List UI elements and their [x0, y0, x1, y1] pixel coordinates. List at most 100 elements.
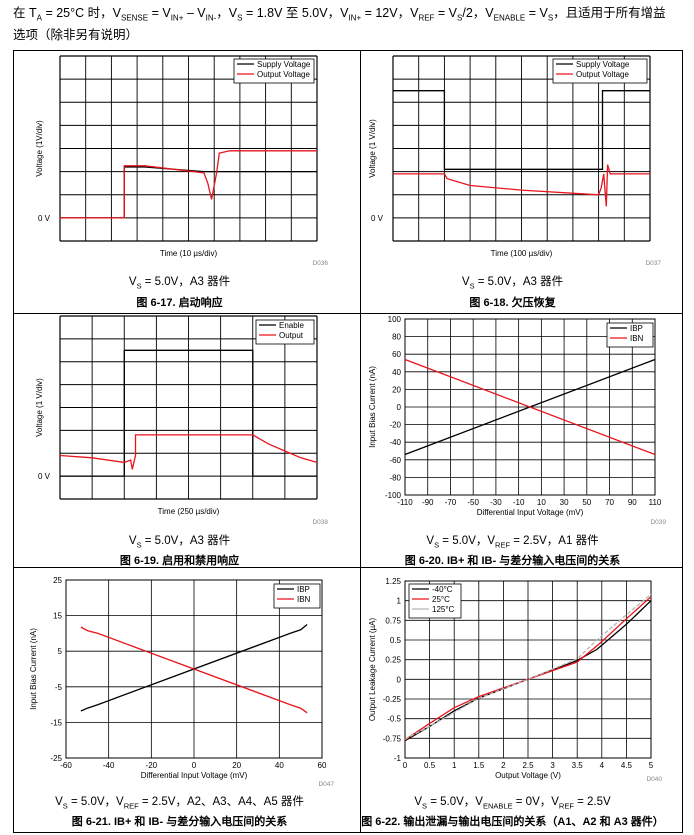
chart-5-legend-box	[273, 583, 321, 609]
chart-4-x-tick-label: 10	[537, 498, 546, 507]
condition-6-17: VS = 5.0V，A3 器件	[128, 276, 231, 291]
chart-5-x-tick-label: 20	[232, 761, 241, 770]
chart-6-x-axis-label: Output Voltage (V)	[495, 771, 561, 780]
caption-6-17: 图 6-17. 启动响应	[136, 297, 223, 309]
header-line-2: 选项（除非另有说明）	[13, 27, 139, 42]
chart-2-y-axis-label: Voltage (1 V/div)	[368, 119, 377, 178]
chart-3-series-enable	[60, 349, 317, 477]
caption-6-20: 图 6-20. IB+ 和 IB- 与差分输入电压间的关系	[404, 555, 621, 567]
chart-6-legend-label: 125°C	[432, 605, 455, 614]
chart-6-x-tick-label: 2	[501, 761, 506, 770]
caption-6-21: 图 6-21. IB+ 和 IB- 与差分输入电压间的关系	[71, 816, 288, 828]
chart-4-x-tick-label: -30	[490, 498, 502, 507]
chart-4-x-tick-label: 110	[649, 498, 662, 507]
chart-4-x-tick-label: -110	[397, 498, 413, 507]
chart-4-x-tick-label: 90	[628, 498, 637, 507]
chart-2-legend-box	[552, 58, 648, 84]
chart-6-x-tick-label: 1	[452, 761, 457, 770]
chart-5-series-ibn	[80, 626, 308, 714]
chart-6-x-tick-label: 0	[403, 761, 408, 770]
chart-5-x-tick-label: 0	[192, 761, 197, 770]
chart-4-legend-label: IBN	[630, 334, 644, 343]
chart-6-y-tick-label: 0.75	[385, 616, 401, 625]
chart-2-series-supplyvoltage	[393, 90, 650, 170]
chart-4-x-tick-label: 30	[560, 498, 569, 507]
chart-4-x-tick-label: -50	[467, 498, 479, 507]
chart-3-zero-label: 0 V	[38, 472, 51, 481]
caption-6-22: 图 6-22. 输出泄漏与输出电压间的关系（A1、A2 和 A3 器件）	[361, 816, 664, 828]
chart-6-figure-tag: D040	[646, 776, 662, 783]
page-header: 在 TA = 25°C 时，VSENSE = VIN+ – VIN-，VS = …	[13, 5, 683, 43]
chart-6-y-tick-label: -0.5	[387, 715, 401, 724]
chart-4-y-tick-label: -20	[389, 421, 401, 430]
chart-1-legend-label: Supply Voltage	[257, 60, 311, 69]
chart-6-y-tick-label: -0.75	[383, 734, 402, 743]
chart-4-figure-tag: D039	[650, 519, 666, 526]
chart-6-y-tick-label: -1	[394, 754, 402, 763]
chart-6-y-axis-label: Output Leakage Current (µA)	[368, 618, 377, 722]
chart-4-x-axis-label: Differential Input Voltage (mV)	[477, 508, 584, 517]
figure-grid	[13, 50, 683, 833]
chart-4-y-tick-label: -80	[389, 473, 401, 482]
chart-5-legend-label: IBP	[297, 585, 310, 594]
condition-6-21: VS = 5.0V，VREF = 2.5V，A2、A3、A4、A5 器件	[55, 796, 304, 811]
chart-6-legend-label: 25°C	[432, 595, 450, 604]
chart-4-y-tick-label: -40	[389, 438, 401, 447]
chart-1-x-axis-label: Time (10 µs/div)	[160, 249, 218, 258]
chart-1-legend-box	[233, 58, 315, 84]
chart-6-x-tick-label: 4.5	[621, 761, 633, 770]
chart-5-y-tick-label: -25	[50, 754, 62, 763]
condition-6-18: VS = 5.0V，A3 器件	[461, 276, 564, 291]
chart-5-x-axis-label: Differential Input Voltage (mV)	[141, 771, 248, 780]
chart-6-x-tick-label: 3.5	[572, 761, 584, 770]
chart-1-y-axis-label: Voltage (1V/div)	[35, 120, 44, 177]
chart-6-x-tick-label: 1.5	[473, 761, 485, 770]
chart-4-y-axis-label: Input Bias Current (nA)	[368, 366, 377, 448]
chart-2-legend-label: Output Voltage	[576, 70, 629, 79]
chart-6-y-tick-label: 0	[397, 675, 402, 684]
chart-5-y-tick-label: -15	[50, 718, 62, 727]
chart-5-x-tick-label: 60	[318, 761, 327, 770]
chart-4-legend-label: IBP	[630, 324, 643, 333]
chart-3-legend-box	[255, 319, 315, 345]
chart-5-y-axis-label: Input Bias Current (nA)	[29, 628, 38, 710]
chart-6-x-tick-label: 2.5	[522, 761, 534, 770]
chart-6-series-25c	[404, 596, 652, 741]
chart-1-series-outputvoltage	[60, 150, 317, 219]
chart-4-y-tick-label: -60	[389, 456, 401, 465]
chart-4-x-tick-label: 70	[605, 498, 614, 507]
chart-1-legend-label: Output Voltage	[257, 70, 310, 79]
chart-6-x-tick-label: 3	[550, 761, 555, 770]
chart-6-legend-box	[408, 583, 462, 619]
chart-4-x-tick-label: -10	[513, 498, 525, 507]
chart-4-series-ibn	[404, 358, 656, 456]
chart-6-y-tick-label: 1.25	[385, 577, 401, 586]
chart-2-legend-label: Supply Voltage	[576, 60, 630, 69]
chart-1-figure-tag: D036	[312, 260, 328, 267]
chart-3-legend-label: Enable	[279, 321, 304, 330]
chart-5-y-tick-label: 5	[58, 647, 63, 656]
caption-6-18: 图 6-18. 欠压恢复	[469, 297, 556, 309]
chart-4-y-tick-label: 0	[397, 403, 402, 412]
chart-5-x-tick-label: 40	[275, 761, 284, 770]
chart-1-zero-label: 0 V	[38, 214, 51, 223]
chart-4-y-tick-label: 20	[392, 385, 401, 394]
chart-6-x-tick-label: 4	[600, 761, 605, 770]
chart-5-y-tick-label: -5	[55, 683, 63, 692]
chart-4-x-tick-label: -90	[422, 498, 434, 507]
chart-3-y-axis-label: Voltage (1 V/div)	[35, 378, 44, 437]
chart-3-x-axis-label: Time (250 µs/div)	[158, 507, 220, 516]
grid-divider-row2	[14, 567, 682, 568]
chart-6-y-tick-label: 1	[397, 597, 402, 606]
chart-5-y-tick-label: 25	[53, 576, 62, 585]
chart-4-y-tick-label: 60	[392, 350, 401, 359]
chart-5-y-tick-label: 15	[53, 612, 62, 621]
chart-2-x-axis-label: Time (100 µs/div)	[491, 249, 553, 258]
header-line-1: 在 TA = 25°C 时，VSENSE = VIN+ – VIN-，VS = …	[13, 6, 666, 23]
condition-6-19: VS = 5.0V，A3 器件	[128, 535, 231, 550]
chart-6-legend-label: -40°C	[432, 585, 453, 594]
chart-5-figure-tag: D047	[318, 781, 334, 788]
chart-3-figure-tag: D038	[312, 519, 328, 526]
chart-4-legend-box	[606, 322, 654, 348]
